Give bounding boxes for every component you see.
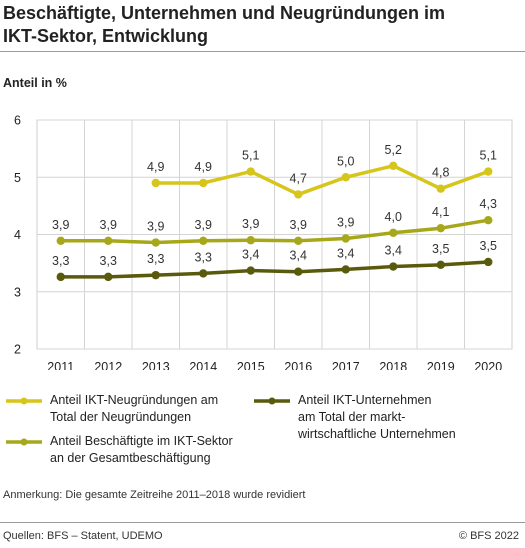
data-point-2: [436, 260, 445, 270]
data-point-2: [341, 265, 350, 274]
data-point-1: [341, 234, 350, 243]
data-label-0: 4,8: [432, 166, 449, 180]
y-tick-label: 2: [14, 343, 21, 357]
y-tick-label: 6: [14, 114, 21, 128]
data-label-1: 3,9: [195, 218, 212, 232]
footer-divider: [0, 522, 525, 523]
chart-title: Beschäftigte, Unternehmen und Neugründun…: [3, 3, 446, 46]
data-point-2: [199, 269, 208, 278]
data-point-1: [246, 236, 255, 245]
data-point-0: [151, 178, 160, 188]
data-point-1: [436, 224, 445, 233]
data-point-2: [389, 262, 398, 271]
data-label-1: 3,9: [290, 218, 307, 232]
data-point-1: [294, 236, 303, 245]
data-point-1: [104, 236, 113, 245]
legend: Anteil IKT-Neugründungen am Total der Ne…: [0, 392, 525, 472]
data-point-2: [56, 272, 65, 282]
data-point-2: [246, 266, 255, 275]
data-label-1: 3,9: [337, 216, 354, 230]
data-point-1: [199, 236, 208, 245]
legend-label-unternehmen: Anteil IKT-Unternehmen am Total der mark…: [298, 393, 456, 441]
data-label-2: 3,3: [195, 250, 212, 264]
source-text: Quellen: BFS – Statent, UDEMO: [3, 530, 163, 542]
x-tick-label: 2013: [142, 360, 170, 370]
data-label-1: 4,3: [480, 197, 497, 211]
legend-swatch-unternehmen: [254, 397, 290, 405]
data-label-2: 3,3: [52, 254, 69, 268]
data-label-1: 3,9: [147, 220, 164, 234]
data-point-1: [389, 228, 398, 237]
data-point-1: [56, 236, 65, 245]
data-label-2: 3,4: [337, 246, 354, 260]
data-label-1: 3,9: [100, 218, 117, 232]
y-tick-label: 3: [14, 285, 21, 299]
data-label-1: 3,9: [242, 217, 259, 231]
data-label-2: 3,3: [100, 254, 117, 268]
data-point-2: [294, 267, 303, 276]
data-point-0: [341, 173, 350, 182]
data-label-2: 3,5: [480, 239, 497, 253]
series-line-2: [59, 260, 490, 279]
data-label-1: 4,0: [385, 210, 402, 224]
data-label-0: 5,0: [337, 154, 354, 168]
x-tick-label: 2016: [284, 360, 312, 370]
data-label-1: 3,9: [52, 218, 69, 232]
data-label-0: 4,7: [290, 171, 307, 185]
x-tick-label: 2017: [332, 360, 360, 370]
data-point-1: [484, 215, 493, 225]
y-axis-label: Anteil in %: [3, 76, 67, 90]
line-chart: 2 3 4 5 6 2011 2012 2013 2014 2015 2016 2017 2018 201…: [14, 114, 513, 370]
data-point-2: [104, 272, 113, 282]
x-tick-label: 2011: [47, 360, 74, 370]
series-line-1: [59, 218, 490, 245]
data-point-0: [294, 190, 303, 199]
data-label-2: 3,3: [147, 252, 164, 266]
legend-label-neugruendungen: Anteil IKT-Neugründungen am Total der Ne…: [50, 393, 219, 424]
x-tick-label: 2020: [474, 360, 502, 370]
x-tick-label: 2014: [189, 360, 217, 370]
data-label-2: 3,4: [385, 244, 402, 258]
data-label-0: 5,1: [480, 149, 497, 163]
copyright-text: © BFS 2022: [458, 530, 519, 542]
data-label-0: 5,1: [242, 149, 259, 163]
legend-label-beschaeftigte: Anteil Beschäftigte im IKT-Sektor an der…: [50, 434, 233, 465]
footnote: Anmerkung: Die gesamte Zeitreihe 2011–20…: [3, 489, 306, 501]
data-point-0: [389, 161, 398, 170]
data-point-2: [151, 270, 160, 280]
title-divider: [0, 51, 525, 52]
data-point-0: [246, 167, 255, 176]
series-line-0: [154, 164, 490, 197]
data-label-1: 4,1: [432, 205, 449, 219]
legend-swatch-neugruendungen: [6, 397, 42, 405]
data-point-2: [484, 257, 493, 267]
data-label-0: 4,9: [195, 160, 212, 174]
y-tick-label: 5: [14, 171, 21, 185]
data-point-0: [199, 178, 208, 188]
data-label-2: 3,5: [432, 242, 449, 256]
data-point-0: [436, 184, 445, 193]
x-tick-label: 2012: [94, 360, 122, 370]
y-tick-label: 4: [14, 228, 21, 242]
x-tick-label: 2018: [379, 360, 407, 370]
x-tick-label: 2019: [427, 360, 455, 370]
x-tick-label: 2015: [237, 360, 265, 370]
data-label-0: 4,9: [147, 160, 164, 174]
data-label-0: 5,2: [385, 143, 402, 157]
legend-swatch-beschaeftigte: [6, 438, 42, 446]
data-label-2: 3,4: [290, 249, 307, 263]
data-point-0: [484, 167, 493, 176]
data-label-2: 3,4: [242, 248, 259, 262]
data-point-1: [151, 238, 160, 247]
